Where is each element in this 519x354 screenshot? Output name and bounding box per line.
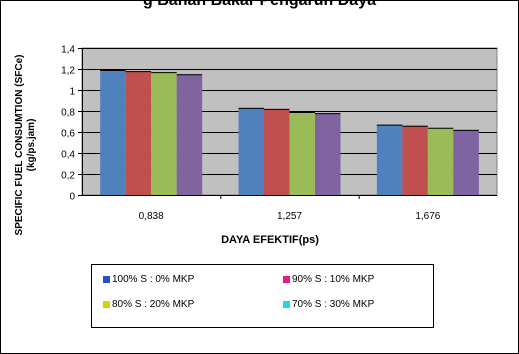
bar — [100, 70, 126, 195]
bar — [238, 107, 264, 195]
bar — [264, 108, 290, 195]
bar — [151, 72, 177, 195]
bar — [125, 71, 152, 195]
chart-title: g Bahan Bakar Pengaruh Daya — [143, 0, 376, 9]
y-axis-label: SPECIFIC FUEL CONSUMTION (SFCe) — [14, 55, 25, 236]
y-tick-label: 0 — [69, 192, 75, 203]
chart-legend: 100% S : 0% MKP 90% S : 10% MKP 80% S : 20… — [91, 264, 434, 328]
legend-swatch — [103, 301, 110, 308]
bar — [289, 112, 315, 195]
x-axis-label: DAYA EFEKTIF(ps) — [221, 234, 319, 246]
bar — [315, 113, 341, 195]
y-tick-label: 1 — [69, 87, 75, 98]
legend-swatch — [283, 276, 290, 283]
y-tick-label: 0,4 — [61, 150, 75, 161]
y-tick-label: 1,2 — [61, 66, 75, 77]
legend-label: 90% S : 10% MKP — [292, 274, 375, 285]
legend-swatch — [103, 276, 110, 283]
bar — [376, 124, 403, 195]
y-tick-label: 0,8 — [61, 108, 75, 119]
x-tick-label: 1,257 — [277, 211, 302, 222]
x-tick-label: 0,838 — [139, 211, 164, 222]
legend-label: 100% S : 0% MKP — [112, 274, 195, 285]
bar — [176, 74, 203, 195]
x-tick-label: 1,676 — [415, 211, 440, 222]
legend-item: 70% S : 30% MKP — [283, 299, 374, 310]
legend-swatch — [283, 301, 290, 308]
y-tick-label: 0,2 — [61, 171, 75, 182]
bar — [402, 125, 428, 195]
y-axis-unit-label: (kg/ps.jam) — [26, 119, 37, 172]
legend-item: 80% S : 20% MKP — [103, 299, 194, 310]
plot-area: 0 0,2 0,4 0,6 0,8 1 1,2 1,4 0,838 1,257 1,676 — [61, 45, 498, 222]
legend-item: 90% S : 10% MKP — [283, 274, 374, 285]
bar — [427, 127, 454, 195]
bar — [453, 129, 479, 195]
legend-label: 70% S : 30% MKP — [292, 299, 375, 310]
legend-label: 80% S : 20% MKP — [112, 299, 195, 310]
y-tick-label: 1,4 — [61, 45, 75, 56]
legend-item: 100% S : 0% MKP — [103, 274, 194, 285]
y-tick-label: 0,6 — [61, 129, 75, 140]
